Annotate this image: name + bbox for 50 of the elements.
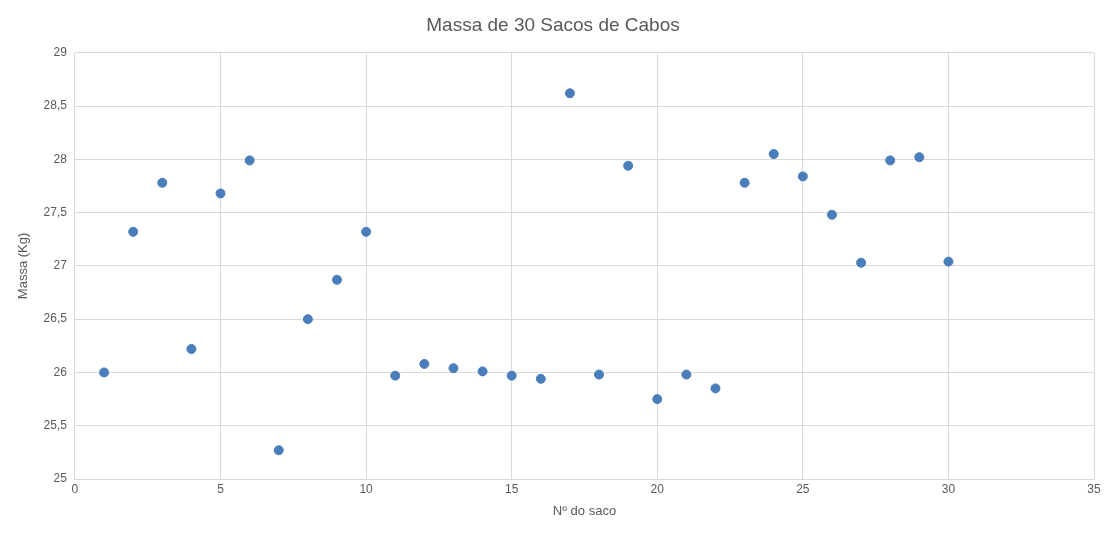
point xyxy=(273,445,284,456)
point xyxy=(885,155,896,166)
point xyxy=(856,257,867,268)
point xyxy=(99,367,110,378)
point xyxy=(506,370,517,381)
x-tick-label: 0 xyxy=(71,481,79,496)
point xyxy=(244,155,255,166)
point xyxy=(768,149,779,160)
y-axis-title: Massa (Kg) xyxy=(15,232,31,300)
point xyxy=(157,177,168,188)
point xyxy=(826,209,837,220)
x-tick-label: 10 xyxy=(359,481,374,496)
point xyxy=(564,88,575,99)
y-tick-label: 25 xyxy=(53,471,68,486)
x-tick-label: 15 xyxy=(505,481,519,496)
x-tick-label: 25 xyxy=(796,481,810,496)
y-tick-label: 29 xyxy=(53,45,68,60)
point xyxy=(594,369,605,380)
point xyxy=(186,344,197,355)
point xyxy=(128,226,139,237)
point xyxy=(390,370,401,381)
x-tick-label: 35 xyxy=(1087,481,1101,496)
chart-title: Massa de 30 Sacos de Cabos xyxy=(426,13,680,35)
point xyxy=(332,274,342,285)
y-tick-label: 28,5 xyxy=(43,98,68,113)
y-tick-label: 26 xyxy=(53,364,68,379)
x-tick-label: 30 xyxy=(941,481,956,496)
point xyxy=(448,363,459,374)
point xyxy=(215,188,226,199)
point xyxy=(710,383,721,394)
y-tick-label: 26,5 xyxy=(43,311,68,326)
point xyxy=(739,177,750,188)
x-tick-label: 20 xyxy=(650,481,665,496)
point xyxy=(943,256,954,267)
point xyxy=(914,152,925,163)
point xyxy=(477,366,488,377)
y-tick-label: 27,5 xyxy=(43,204,68,219)
point xyxy=(623,160,634,171)
y-tick-label: 27 xyxy=(53,258,68,273)
point xyxy=(302,314,313,325)
y-tick-label: 28 xyxy=(53,151,68,166)
x-tick-label: 5 xyxy=(217,481,225,496)
point xyxy=(535,373,546,384)
point xyxy=(681,369,692,380)
point xyxy=(419,358,430,369)
y-tick-label: 25,5 xyxy=(43,418,68,433)
point xyxy=(797,171,808,182)
x-axis-title: Nº do saco xyxy=(552,502,617,518)
point xyxy=(652,394,663,405)
point xyxy=(361,226,372,237)
